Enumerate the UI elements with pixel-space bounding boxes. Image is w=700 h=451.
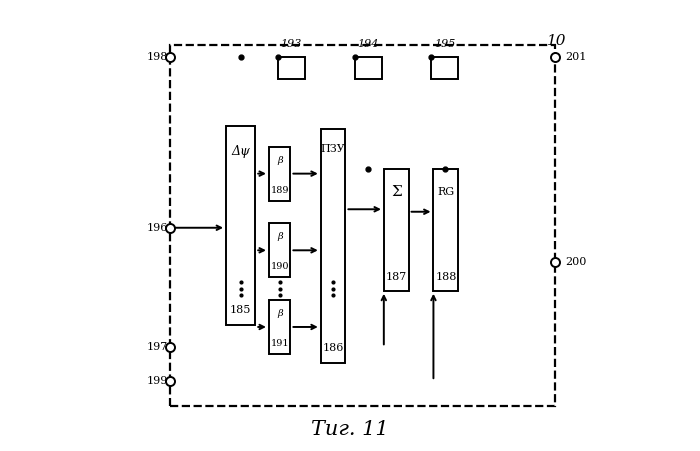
Bar — [354, 57, 382, 79]
Bar — [269, 147, 290, 201]
Text: 187: 187 — [386, 272, 407, 282]
Text: β: β — [276, 309, 283, 318]
Text: 191: 191 — [270, 339, 289, 348]
Text: Τиг. 11: Τиг. 11 — [312, 420, 388, 439]
Text: 188: 188 — [435, 272, 456, 282]
Text: 199: 199 — [146, 376, 168, 386]
Bar — [433, 169, 459, 291]
Text: 194: 194 — [358, 39, 379, 49]
Text: 200: 200 — [566, 257, 587, 267]
Text: 196: 196 — [146, 223, 168, 233]
Text: 189: 189 — [270, 186, 289, 195]
Text: Σ: Σ — [391, 184, 402, 199]
Bar — [269, 300, 290, 354]
Bar — [278, 57, 305, 79]
Text: Δψ: Δψ — [231, 145, 250, 157]
Text: 10: 10 — [547, 34, 566, 49]
Bar — [226, 126, 255, 325]
Text: 185: 185 — [230, 305, 251, 315]
Bar — [384, 169, 409, 291]
Text: β: β — [276, 232, 283, 241]
Text: 197: 197 — [146, 342, 167, 352]
Text: 190: 190 — [270, 262, 289, 272]
Text: 201: 201 — [566, 52, 587, 62]
Text: 198: 198 — [146, 52, 168, 62]
Bar — [269, 223, 290, 277]
Text: 193: 193 — [281, 39, 302, 49]
Text: 186: 186 — [323, 343, 344, 353]
Text: RG: RG — [438, 187, 454, 197]
Text: 195: 195 — [434, 39, 456, 49]
Bar — [321, 129, 346, 363]
Text: β: β — [276, 156, 283, 165]
Bar — [169, 45, 555, 406]
Bar — [431, 57, 458, 79]
Text: ПЗУ: ПЗУ — [321, 144, 346, 154]
